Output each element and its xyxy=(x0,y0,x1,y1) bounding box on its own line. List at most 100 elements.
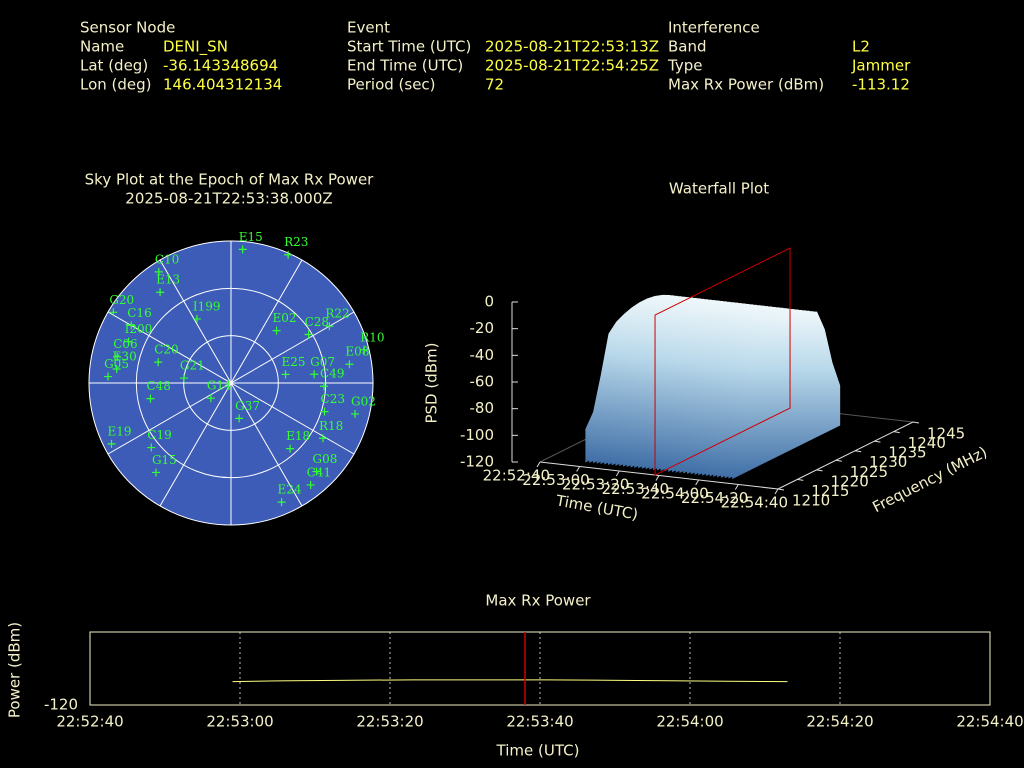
field-label: End Time (UTC) xyxy=(347,57,463,75)
sky-plot: Sky Plot at the Epoch of Max Rx Power202… xyxy=(85,171,385,526)
azimuth-spoke xyxy=(230,259,303,384)
chart-title: Sky Plot at the Epoch of Max Rx Power xyxy=(85,171,375,189)
satellite-label: E02 xyxy=(273,311,297,325)
y-tick xyxy=(835,459,842,462)
satellite-label: C41 xyxy=(307,465,331,479)
field-value: -36.143348694 xyxy=(163,57,278,75)
satellite-label: E18 xyxy=(286,429,310,443)
y-tick-label: 1235 xyxy=(888,444,926,462)
satellite-marker xyxy=(284,250,293,259)
field-value: L2 xyxy=(852,38,870,56)
satellite-label: G15 xyxy=(152,453,177,467)
satellite-label: R22 xyxy=(325,307,349,321)
satellite-label: C16 xyxy=(127,306,151,320)
satellite-label: C23 xyxy=(321,392,345,406)
satellite-marker xyxy=(304,330,313,339)
y-tick xyxy=(912,421,920,424)
satellite-label: G05 xyxy=(104,357,129,371)
satellite-label: C48 xyxy=(146,379,170,393)
y-tick-label: 1220 xyxy=(831,472,869,490)
satellite-label: G21 xyxy=(180,359,205,373)
psd-surface xyxy=(732,311,841,480)
satellite-marker xyxy=(306,480,315,489)
x-tick-label: 22:52:40 xyxy=(56,713,123,731)
satellite-label: E25 xyxy=(282,355,306,369)
y-tick xyxy=(855,450,862,453)
y-tick xyxy=(816,469,823,472)
satellite-marker xyxy=(154,358,163,367)
azimuth-spoke xyxy=(230,382,355,455)
satellite-label: C28 xyxy=(305,315,329,329)
chart-title: Max Rx Power xyxy=(485,592,591,610)
field-label: Start Time (UTC) xyxy=(347,38,471,56)
epoch-plane xyxy=(654,247,791,476)
x-tick-label: 22:53:00 xyxy=(206,713,273,731)
satellite-label: G07 xyxy=(310,355,335,369)
x-tick-label: 22:54:00 xyxy=(641,485,708,503)
satellite-marker xyxy=(272,326,281,335)
azimuth-spoke xyxy=(230,382,303,507)
y-tick-label: 1240 xyxy=(908,434,946,452)
y-tick xyxy=(797,478,804,481)
power-line xyxy=(232,679,788,683)
z-tick-label: -60 xyxy=(470,373,495,391)
y-tick-label: 1225 xyxy=(850,463,888,481)
satellite-label: E13 xyxy=(156,273,180,287)
x-tick-label: 22:53:20 xyxy=(562,476,629,494)
satellite-label: E08 xyxy=(345,345,369,359)
azimuth-spoke xyxy=(159,382,232,507)
y-axis-label: Power (dBm) xyxy=(6,622,24,718)
x-axis-label: Time (UTC) xyxy=(496,742,580,760)
satellite-label: E15 xyxy=(239,230,263,244)
field-value: 72 xyxy=(485,76,504,94)
satellite-marker xyxy=(235,414,244,423)
x-tick-label: 22:54:40 xyxy=(956,713,1023,731)
satellite-marker xyxy=(192,314,201,323)
field-label: Type xyxy=(667,57,702,75)
x-tick-label: 22:52:40 xyxy=(483,467,550,485)
satellite-label: R18 xyxy=(319,419,343,433)
field-label: Max Rx Power (dBm) xyxy=(668,76,824,94)
satellite-label: C06 xyxy=(113,337,137,351)
satellite-marker xyxy=(124,337,133,346)
chart-subtitle: 2025-08-21T22:53:38.000Z xyxy=(125,190,332,208)
satellite-marker xyxy=(345,360,354,369)
satellite-label: R23 xyxy=(284,235,308,249)
satellite-marker xyxy=(320,382,329,391)
x-tick-label: 22:54:00 xyxy=(656,713,723,731)
field-label: Band xyxy=(668,38,707,56)
z-tick-label: -80 xyxy=(470,399,495,417)
satellite-label: G20 xyxy=(109,293,134,307)
satellite-label: I200 xyxy=(125,322,153,336)
satellite-label: E19 xyxy=(108,424,132,438)
satellite-marker xyxy=(112,364,121,373)
satellite-label: G14 xyxy=(207,379,232,393)
field-value: 2025-08-21T22:54:25Z xyxy=(485,57,659,75)
satellite-marker xyxy=(360,345,369,354)
satellite-label: G08 xyxy=(312,452,337,466)
satellite-label: C20 xyxy=(154,343,178,357)
satellite-marker xyxy=(206,394,215,403)
satellite-marker xyxy=(154,267,163,276)
azimuth-spoke xyxy=(107,311,232,384)
satellite-marker xyxy=(179,374,188,383)
y-tick xyxy=(893,431,900,434)
x-tick-label: 22:53:40 xyxy=(506,713,573,731)
x-tick xyxy=(615,470,620,477)
satellite-marker xyxy=(320,407,329,416)
x-tick xyxy=(774,488,779,495)
plot-frame xyxy=(89,631,991,706)
x-tick-label: 22:54:20 xyxy=(806,713,873,731)
field-value: 146.404312134 xyxy=(163,76,282,94)
satellite-label: E30 xyxy=(113,349,137,363)
satellite-marker xyxy=(109,308,118,317)
satellite-marker xyxy=(147,443,156,452)
waterfall-plot: Waterfall Plot 0 -20 -40 -60 -80 -100 -12022:52… xyxy=(423,180,991,524)
satellite-marker xyxy=(107,439,116,448)
satellite-label: G37 xyxy=(235,399,260,413)
z-tick-label: -20 xyxy=(470,319,495,337)
x-tick-label: 22:54:20 xyxy=(681,489,748,507)
field-value: -113.12 xyxy=(852,76,910,94)
